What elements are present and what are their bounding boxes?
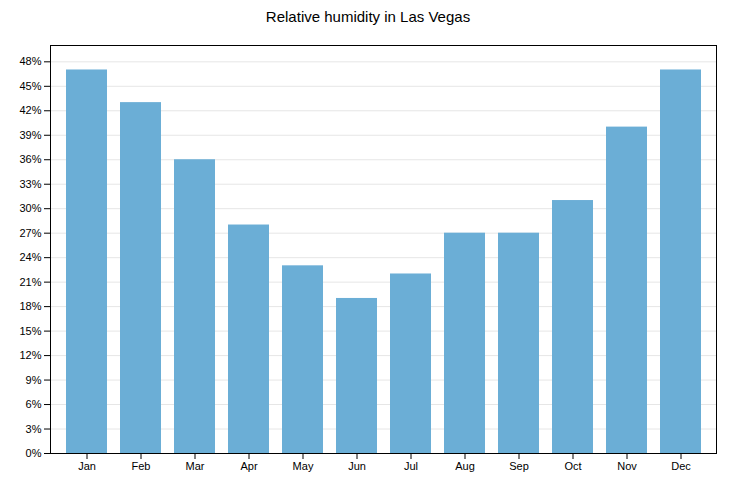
svg-text:42%: 42%	[19, 104, 41, 116]
svg-text:12%: 12%	[19, 349, 41, 361]
svg-text:33%: 33%	[19, 178, 41, 190]
svg-text:Mar: Mar	[186, 460, 205, 472]
svg-text:36%: 36%	[19, 153, 41, 165]
svg-text:18%: 18%	[19, 300, 41, 312]
svg-text:Oct: Oct	[564, 460, 581, 472]
svg-text:Sep: Sep	[509, 460, 529, 472]
svg-text:24%: 24%	[19, 251, 41, 263]
html-text:Relative humidity in Las Vegas: Relative humidity in Las Vegas	[265, 8, 471, 25]
svg-text:May: May	[293, 460, 314, 472]
svg-text:Feb: Feb	[132, 460, 151, 472]
svg-text:6%: 6%	[26, 398, 42, 410]
svg-text:9%: 9%	[26, 374, 42, 386]
svg-text:Jul: Jul	[404, 460, 418, 472]
svg-text:Nov: Nov	[617, 460, 637, 472]
svg-text:Jun: Jun	[348, 460, 366, 472]
svg-text:48%: 48%	[19, 55, 41, 67]
svg-text:3%: 3%	[26, 423, 42, 435]
svg-text:Aug: Aug	[455, 460, 475, 472]
svg-text:0%: 0%	[26, 447, 42, 459]
svg-text:39%: 39%	[19, 129, 41, 141]
svg-text:15%: 15%	[19, 325, 41, 337]
svg-text:30%: 30%	[19, 202, 41, 214]
svg-text:Apr: Apr	[240, 460, 257, 472]
svg-text:Jan: Jan	[78, 460, 96, 472]
svg-text:45%: 45%	[19, 80, 41, 92]
svg-text:Dec: Dec	[671, 460, 691, 472]
svg-text:21%: 21%	[19, 276, 41, 288]
svg-text:27%: 27%	[19, 227, 41, 239]
